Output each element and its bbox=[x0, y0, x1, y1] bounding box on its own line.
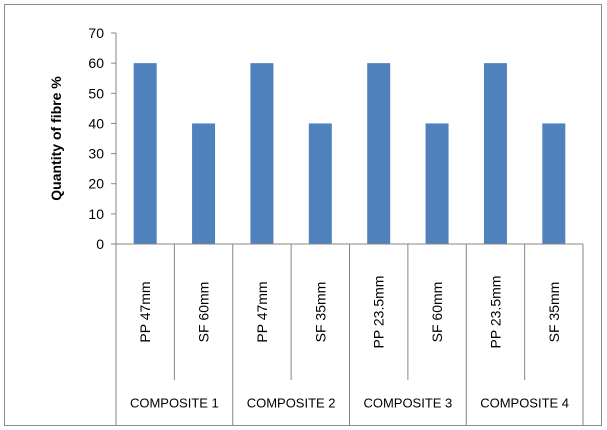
bar bbox=[250, 63, 274, 245]
category-label: SF 60mm bbox=[196, 282, 212, 343]
group-label: COMPOSITE 1 bbox=[130, 396, 219, 411]
group-label: COMPOSITE 4 bbox=[480, 396, 569, 411]
y-tick-label: 70 bbox=[88, 25, 104, 41]
category-label: PP 47mm bbox=[254, 281, 270, 342]
bar bbox=[542, 123, 566, 244]
y-axis-title: Quantity of fibre % bbox=[48, 76, 64, 201]
y-tick-label: 20 bbox=[88, 176, 104, 192]
category-label: SF 35mm bbox=[312, 282, 328, 343]
group-label: COMPOSITE 2 bbox=[247, 396, 336, 411]
y-tick-label: 0 bbox=[96, 236, 104, 252]
bar bbox=[483, 63, 507, 245]
group-labels: COMPOSITE 1 COMPOSITE 2 COMPOSITE 3 COMPOSI… bbox=[130, 396, 569, 411]
bar bbox=[133, 63, 157, 245]
bar bbox=[308, 123, 332, 244]
category-label: PP 23.5mm bbox=[371, 276, 387, 349]
bar bbox=[425, 123, 449, 244]
y-tick-label: 10 bbox=[88, 206, 104, 222]
y-tick-label: 50 bbox=[88, 85, 104, 101]
y-axis-ticks: 0 10 20 30 40 50 60 70 bbox=[88, 25, 116, 252]
category-label: SF 35mm bbox=[546, 282, 562, 343]
bar bbox=[192, 123, 216, 244]
category-label: SF 60mm bbox=[429, 282, 445, 343]
y-tick-label: 60 bbox=[88, 55, 104, 71]
group-label: COMPOSITE 3 bbox=[363, 396, 452, 411]
bar bbox=[367, 63, 391, 245]
category-label: PP 23.5mm bbox=[487, 276, 503, 349]
bars bbox=[133, 63, 566, 245]
category-label: PP 47mm bbox=[137, 281, 153, 342]
y-tick-label: 40 bbox=[88, 115, 104, 131]
axes bbox=[115, 33, 583, 245]
category-labels: PP 47mm SF 60mm PP 47mm SF 35mm PP 23.5mm SF … bbox=[115, 244, 584, 425]
y-tick-label: 30 bbox=[88, 146, 104, 162]
